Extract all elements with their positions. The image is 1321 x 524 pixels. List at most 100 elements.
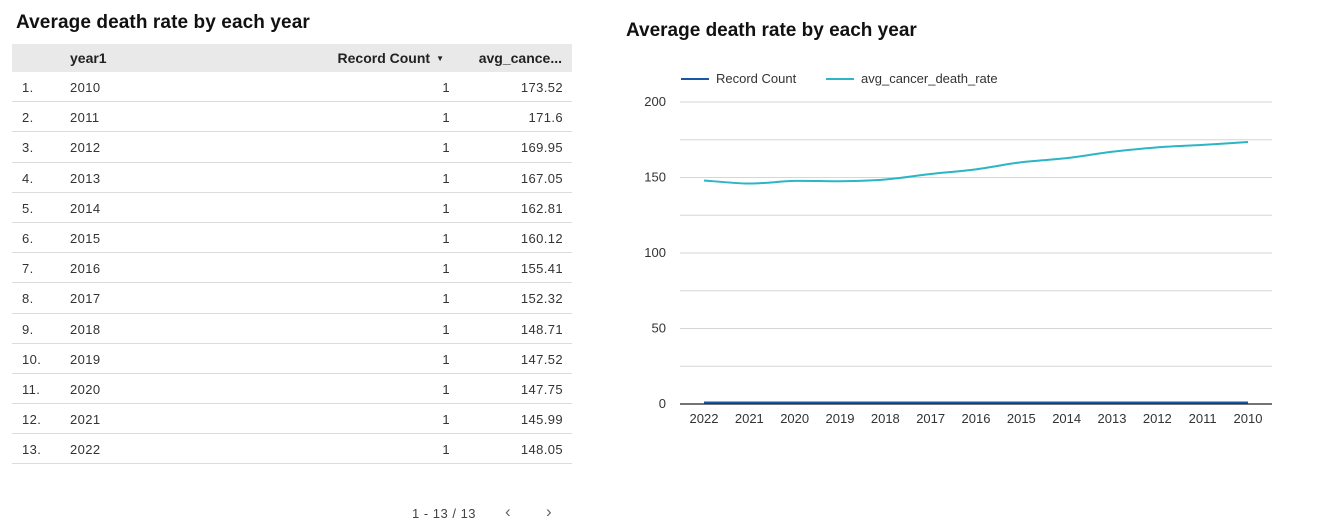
y-tick-label: 150 (644, 170, 666, 185)
row-index: 5. (22, 200, 34, 216)
x-tick-label: 2015 (1007, 411, 1036, 426)
cell-year: 2010 (70, 80, 101, 95)
column-header-record-count-label: Record Count (337, 50, 431, 66)
table-row[interactable]: 13. 2022 1 148.05 (12, 434, 572, 465)
column-header-year[interactable]: year1 (70, 50, 107, 66)
cell-avg: 145.99 (520, 412, 563, 428)
table-row[interactable]: 4. 2013 1 167.05 (12, 163, 572, 193)
x-tick-label: 2019 (826, 411, 855, 426)
cell-year: 2011 (70, 110, 100, 126)
cell-year: 2019 (70, 351, 101, 367)
row-index: 3. (22, 140, 34, 156)
cell-avg: 162.81 (520, 200, 563, 216)
x-tick-label: 2016 (962, 411, 991, 426)
row-index: 9. (22, 321, 34, 337)
cell-record-count: 1 (442, 170, 450, 186)
row-index: 8. (22, 291, 34, 307)
cell-avg: 167.05 (520, 170, 563, 186)
row-index: 7. (22, 261, 34, 277)
cell-record-count: 1 (442, 321, 450, 337)
cell-year: 2020 (70, 381, 101, 397)
cell-record-count: 1 (442, 381, 450, 397)
table-row[interactable]: 10. 2019 1 147.52 (12, 344, 572, 374)
cell-avg: 148.71 (520, 321, 563, 337)
cell-record-count: 1 (442, 110, 450, 126)
cell-record-count: 1 (442, 140, 450, 156)
table-body: 1. 2010 1 173.52 2. 2011 1 171.6 3. 2012 1 169.95 4.… (12, 72, 572, 465)
data-table: year1 Record Count ▼ avg_cance... 1. 2010 1… (12, 44, 572, 465)
cell-avg: 147.75 (520, 381, 563, 397)
cell-record-count: 1 (442, 80, 450, 95)
cell-record-count: 1 (442, 261, 450, 277)
series-line-avg-cancer-death-rate (703, 140, 1249, 185)
chart-title: Average death rate by each year (626, 20, 917, 41)
table-header: year1 Record Count ▼ avg_cance... (12, 44, 572, 72)
cell-year: 2017 (70, 291, 101, 307)
x-tick-label: 2022 (690, 411, 719, 426)
cell-record-count: 1 (442, 230, 450, 246)
row-index: 1. (22, 80, 34, 95)
row-index: 6. (22, 230, 34, 246)
column-header-record-count[interactable]: Record Count ▼ (338, 50, 444, 66)
table-row[interactable]: 3. 2012 1 169.95 (12, 132, 572, 163)
column-header-avg[interactable]: avg_cance... (478, 50, 562, 66)
table-title: Average death rate by each year (16, 12, 310, 33)
y-tick-label: 0 (659, 396, 666, 411)
row-index: 2. (22, 110, 34, 126)
x-tick-label: 2013 (1098, 411, 1127, 426)
cell-record-count: 1 (442, 291, 450, 307)
x-tick-label: 2011 (1189, 411, 1217, 426)
cell-year: 2015 (70, 230, 101, 246)
cell-year: 2012 (70, 140, 101, 156)
line-chart: 0 50 100 150 200 2022 2021 2020 2019 2018 2017 2016… (644, 71, 1272, 426)
x-tick-label: 2020 (780, 411, 809, 426)
x-tick-label: 2010 (1234, 411, 1263, 426)
cell-avg: 147.52 (520, 351, 563, 367)
row-index: 13. (22, 442, 42, 458)
x-tick-label: 2017 (916, 411, 945, 426)
cell-avg: 148.05 (520, 442, 563, 458)
x-tick-label: 2018 (871, 411, 900, 426)
table-row[interactable]: 2. 2011 1 171.6 (12, 102, 572, 133)
row-index: 11. (22, 381, 41, 397)
table-row[interactable]: 1. 2010 1 173.52 (12, 72, 572, 103)
row-index: 12. (22, 412, 42, 428)
x-tick-label: 2014 (1052, 411, 1081, 426)
table-row[interactable]: 7. 2016 1 155.41 (12, 253, 572, 284)
cell-avg: 152.32 (520, 291, 563, 307)
cell-year: 2013 (70, 170, 101, 186)
table-row[interactable]: 12. 2021 1 145.99 (12, 404, 572, 435)
y-tick-label: 50 (652, 321, 666, 336)
legend-label: Record Count (716, 71, 797, 86)
cell-year: 2014 (70, 200, 101, 216)
cell-avg: 160.12 (520, 230, 563, 246)
cell-avg: 173.52 (520, 80, 563, 95)
x-tick-label: 2012 (1143, 411, 1172, 426)
cell-record-count: 1 (442, 412, 450, 428)
sort-desc-icon[interactable]: ▼ (436, 54, 444, 63)
cell-record-count: 1 (442, 442, 450, 458)
row-index: 4. (22, 170, 34, 186)
table-row[interactable]: 9. 2018 1 148.71 (12, 314, 572, 344)
x-tick-label: 2021 (735, 411, 764, 426)
cell-record-count: 1 (442, 200, 450, 216)
cell-year: 2018 (70, 321, 101, 337)
cell-year: 2016 (70, 261, 101, 277)
cell-avg: 155.41 (520, 261, 563, 277)
prev-page-icon[interactable]: ‹ (505, 502, 511, 521)
next-page-icon[interactable]: › (546, 502, 552, 521)
cell-avg: 169.95 (520, 140, 563, 156)
table-row[interactable]: 8. 2017 1 152.32 (12, 283, 572, 314)
row-index: 10. (22, 351, 42, 367)
table-row[interactable]: 6. 2015 1 160.12 (12, 223, 572, 254)
table-row[interactable]: 11. 2020 1 147.75 (12, 374, 572, 405)
y-tick-label: 100 (644, 245, 666, 260)
cell-record-count: 1 (442, 351, 450, 367)
y-tick-label: 200 (644, 94, 666, 109)
legend-label: avg_cancer_death_rate (861, 71, 998, 86)
cell-avg: 171.6 (528, 110, 563, 126)
cell-year: 2022 (70, 442, 101, 458)
cell-year: 2021 (70, 412, 101, 428)
table-row[interactable]: 5. 2014 1 162.81 (12, 193, 572, 223)
pagination-label: 1 - 13 / 13 (412, 506, 477, 521)
